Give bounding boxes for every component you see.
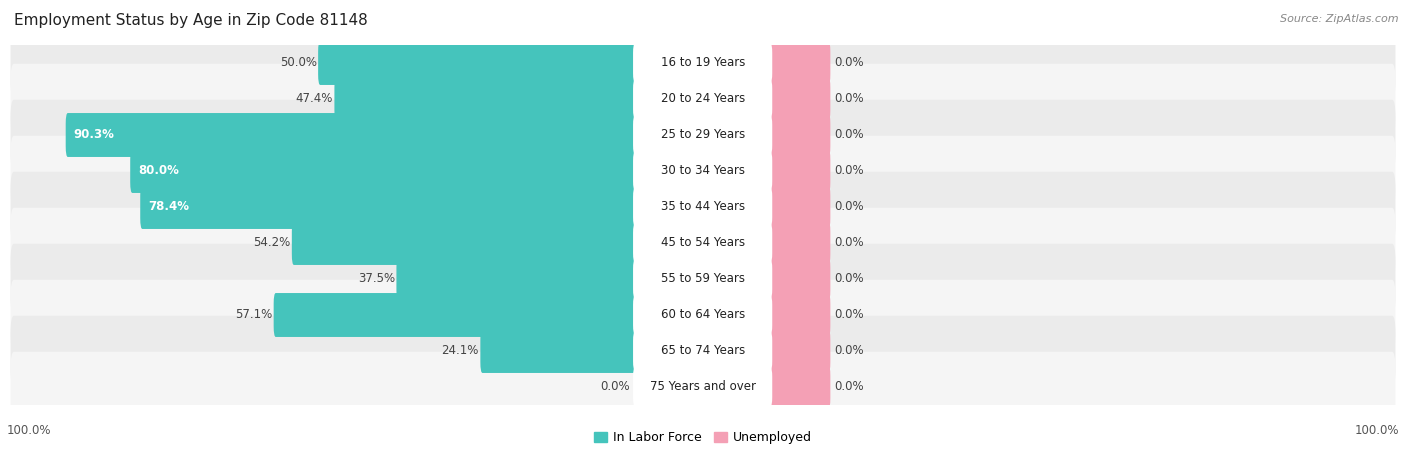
FancyBboxPatch shape [770,77,831,121]
Text: 0.0%: 0.0% [834,237,863,249]
FancyBboxPatch shape [10,244,1396,314]
FancyBboxPatch shape [770,257,831,301]
FancyBboxPatch shape [770,329,831,373]
FancyBboxPatch shape [10,172,1396,242]
Text: 78.4%: 78.4% [148,201,188,213]
FancyBboxPatch shape [633,44,772,82]
Text: Source: ZipAtlas.com: Source: ZipAtlas.com [1281,14,1399,23]
FancyBboxPatch shape [770,221,831,265]
Text: 100.0%: 100.0% [1354,423,1399,436]
Text: 0.0%: 0.0% [834,201,863,213]
Text: 47.4%: 47.4% [295,93,333,105]
FancyBboxPatch shape [10,280,1396,350]
FancyBboxPatch shape [633,224,772,262]
FancyBboxPatch shape [633,332,772,370]
Text: 0.0%: 0.0% [834,381,863,393]
FancyBboxPatch shape [131,149,636,193]
Text: 0.0%: 0.0% [834,165,863,177]
Text: 0.0%: 0.0% [834,93,863,105]
Text: 65 to 74 Years: 65 to 74 Years [661,345,745,357]
FancyBboxPatch shape [770,149,831,193]
Text: 100.0%: 100.0% [7,423,52,436]
Text: 25 to 29 Years: 25 to 29 Years [661,129,745,141]
FancyBboxPatch shape [292,221,636,265]
Text: 0.0%: 0.0% [834,309,863,321]
FancyBboxPatch shape [318,41,636,85]
FancyBboxPatch shape [335,77,636,121]
FancyBboxPatch shape [10,208,1396,278]
Text: 0.0%: 0.0% [834,345,863,357]
FancyBboxPatch shape [10,352,1396,422]
FancyBboxPatch shape [633,80,772,118]
FancyBboxPatch shape [141,185,636,229]
FancyBboxPatch shape [633,116,772,154]
FancyBboxPatch shape [770,185,831,229]
FancyBboxPatch shape [66,113,636,157]
FancyBboxPatch shape [10,136,1396,206]
FancyBboxPatch shape [770,293,831,337]
FancyBboxPatch shape [10,28,1396,98]
FancyBboxPatch shape [633,296,772,334]
Text: 55 to 59 Years: 55 to 59 Years [661,273,745,285]
Text: 90.3%: 90.3% [73,129,114,141]
Text: 0.0%: 0.0% [600,381,630,393]
FancyBboxPatch shape [770,365,831,409]
FancyBboxPatch shape [633,188,772,226]
FancyBboxPatch shape [770,41,831,85]
Text: Employment Status by Age in Zip Code 81148: Employment Status by Age in Zip Code 811… [14,14,368,28]
Text: 54.2%: 54.2% [253,237,291,249]
Text: 30 to 34 Years: 30 to 34 Years [661,165,745,177]
FancyBboxPatch shape [10,64,1396,134]
Text: 57.1%: 57.1% [235,309,273,321]
FancyBboxPatch shape [633,260,772,298]
Text: 37.5%: 37.5% [359,273,395,285]
FancyBboxPatch shape [633,152,772,190]
Text: 80.0%: 80.0% [138,165,179,177]
FancyBboxPatch shape [770,113,831,157]
FancyBboxPatch shape [10,316,1396,386]
Legend: In Labor Force, Unemployed: In Labor Force, Unemployed [589,426,817,449]
Text: 0.0%: 0.0% [834,57,863,69]
Text: 0.0%: 0.0% [834,273,863,285]
Text: 50.0%: 50.0% [280,57,316,69]
Text: 24.1%: 24.1% [441,345,479,357]
Text: 45 to 54 Years: 45 to 54 Years [661,237,745,249]
Text: 60 to 64 Years: 60 to 64 Years [661,309,745,321]
Text: 35 to 44 Years: 35 to 44 Years [661,201,745,213]
FancyBboxPatch shape [396,257,636,301]
FancyBboxPatch shape [274,293,636,337]
Text: 20 to 24 Years: 20 to 24 Years [661,93,745,105]
Text: 16 to 19 Years: 16 to 19 Years [661,57,745,69]
Text: 75 Years and over: 75 Years and over [650,381,756,393]
FancyBboxPatch shape [633,368,772,406]
Text: 0.0%: 0.0% [834,129,863,141]
FancyBboxPatch shape [481,329,636,373]
FancyBboxPatch shape [10,100,1396,170]
